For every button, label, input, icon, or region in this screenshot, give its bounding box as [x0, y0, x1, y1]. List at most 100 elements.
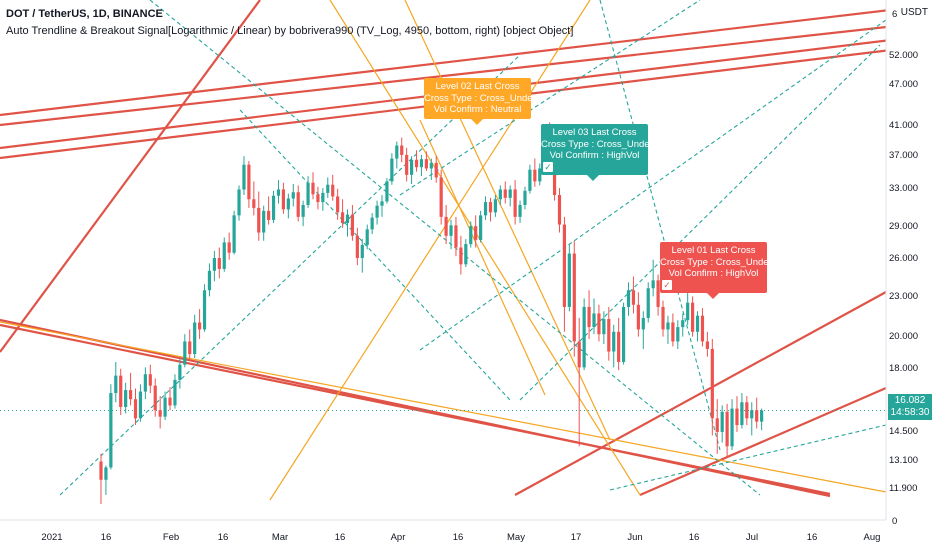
candle-body [567, 253, 571, 307]
candle-body [513, 189, 517, 217]
symbol-legend[interactable]: DOT / TetherUS, 1D, BINANCE [6, 8, 163, 20]
time-tick-label: Mar [272, 532, 288, 543]
candle-body [128, 390, 133, 400]
candle-body [735, 408, 739, 426]
candle [232, 210, 236, 255]
candle-body [459, 247, 463, 265]
trendline [0, 323, 831, 496]
candle-body [212, 257, 216, 271]
trendline [329, 0, 641, 496]
candle-body [385, 181, 389, 202]
current-price-tag: 16.082 14:58:30 [888, 394, 932, 420]
indicator-legend[interactable]: Auto Trendline & Breakout Signal[Logarit… [6, 25, 574, 37]
candle-body [247, 164, 251, 200]
time-tick-label: 16 [218, 532, 229, 543]
trendlines-layer [0, 0, 932, 501]
candle [735, 396, 739, 432]
candle [686, 286, 690, 325]
candle [286, 193, 290, 219]
candle [133, 388, 138, 426]
price-tick-label: 23.000 [889, 291, 918, 302]
candle [109, 384, 113, 470]
candle [557, 188, 562, 233]
candle [316, 186, 320, 210]
time-axis[interactable]: 2021 16 Feb 16 Mar 16 Apr 16 May 17 Jun 16 Jul 16 Aug [0, 519, 886, 543]
candle [227, 232, 231, 260]
candle-body [715, 418, 719, 432]
candle-body [163, 397, 167, 417]
candle [158, 396, 162, 429]
candle-body [365, 229, 369, 245]
candle-body [681, 320, 685, 328]
candle [710, 339, 714, 436]
candle [459, 235, 463, 275]
candle [745, 396, 749, 426]
candle-body [740, 402, 744, 426]
candle [740, 393, 744, 429]
candle-body [607, 319, 611, 352]
candle [621, 302, 626, 365]
candle-body [671, 322, 675, 342]
candle-body [227, 242, 231, 253]
candle [488, 197, 493, 222]
candle-body [336, 196, 340, 213]
trendline [599, 0, 721, 451]
trendline [269, 0, 591, 501]
candle-body [676, 327, 680, 342]
candle-body [109, 393, 113, 468]
candle-body [380, 201, 384, 206]
candle [198, 309, 202, 340]
signal-pointer [707, 292, 719, 299]
candle-body [124, 390, 128, 407]
candle [651, 259, 655, 297]
candle [405, 147, 409, 182]
price-tick-label: 0 [892, 516, 897, 527]
candle-body [631, 290, 636, 305]
candle [119, 368, 123, 416]
time-tick-label: Jun [627, 532, 642, 543]
time-tick-label: Aug [864, 532, 881, 543]
signal-cross-type: Cross Type : Cross_Under [541, 138, 653, 150]
candle-body [291, 192, 295, 199]
candle-body [656, 280, 660, 307]
candle [104, 465, 108, 495]
candle-body [232, 215, 236, 253]
candle-body [449, 225, 453, 236]
candle-body [276, 189, 281, 196]
candle-body [745, 402, 749, 419]
candle-body [405, 154, 409, 175]
trendline [399, 0, 701, 196]
candle [705, 331, 709, 357]
candle [370, 213, 374, 235]
price-axis-bg [886, 0, 932, 550]
candle-body [518, 204, 522, 217]
candle-body [424, 159, 428, 169]
candle-body [331, 184, 335, 197]
candle-body [577, 341, 581, 368]
candle-body [602, 319, 606, 335]
candle [523, 186, 527, 210]
candle-body [538, 168, 542, 182]
price-axis[interactable]: 52.000 47.000 41.000 37.000 33.000 29.000 26.0… [885, 0, 932, 550]
candle [202, 284, 207, 332]
trendline [514, 291, 887, 496]
candle [760, 408, 764, 431]
candle [434, 156, 438, 183]
price-tick-label: 52.000 [889, 50, 918, 61]
candle [128, 372, 133, 406]
candle [572, 240, 576, 357]
candle [390, 153, 394, 185]
candle [483, 196, 488, 220]
candle [592, 298, 596, 335]
candle [587, 290, 591, 340]
candle [207, 263, 212, 297]
candle [276, 180, 281, 204]
candle-body [370, 217, 374, 230]
candle [626, 282, 631, 316]
candle-body [533, 169, 537, 182]
candle-body [661, 306, 665, 330]
candle-body [114, 375, 118, 394]
trendline [639, 386, 887, 497]
candle [479, 210, 483, 243]
